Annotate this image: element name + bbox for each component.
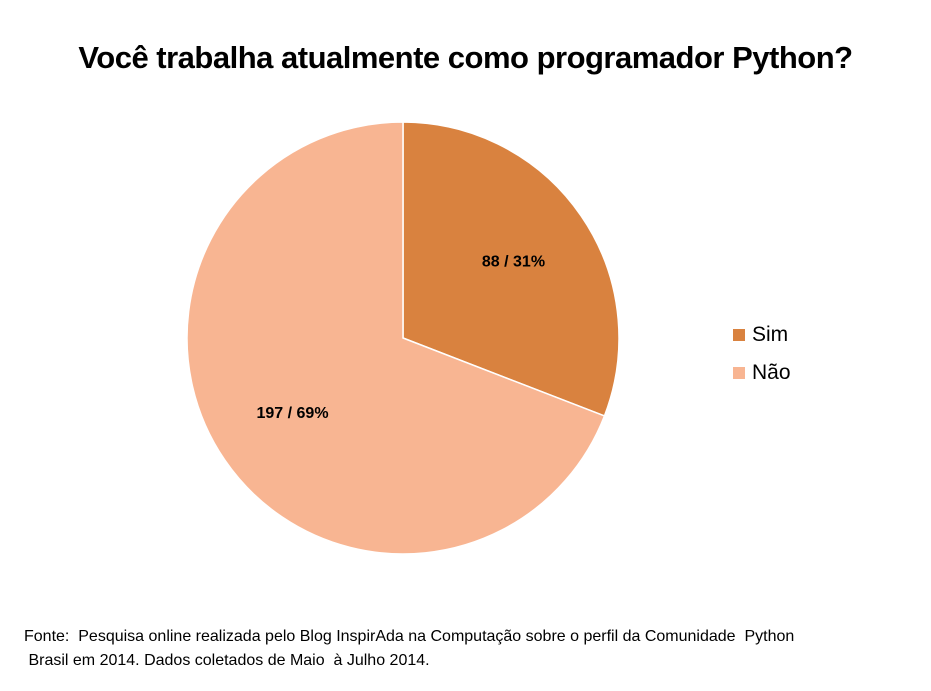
data-label-nao: 197 / 69% (256, 405, 328, 422)
source-footnote: Fonte: Pesquisa online realizada pelo Bl… (24, 625, 914, 673)
legend-swatch-nao (733, 367, 745, 379)
legend-label-nao: Não (752, 361, 791, 384)
pie-slices (186, 121, 620, 555)
pie-data-labels: 88 / 31% 197 / 69% (256, 254, 545, 422)
footnote-line-2: Brasil em 2014. Dados coletados de Maio … (24, 652, 430, 669)
data-label-sim: 88 / 31% (482, 254, 545, 271)
legend-item-sim: Sim (733, 316, 791, 354)
legend-swatch-sim (733, 329, 745, 341)
footnote-line-1: Fonte: Pesquisa online realizada pelo Bl… (24, 628, 795, 645)
pie-slice-nao (186, 121, 606, 555)
legend-item-nao: Não (733, 354, 791, 392)
chart-title: Você trabalha atualmente como programado… (78, 40, 853, 75)
pie-slice-sim (402, 121, 620, 417)
chart-legend: Sim Não (733, 316, 791, 392)
legend-label-sim: Sim (752, 323, 789, 346)
